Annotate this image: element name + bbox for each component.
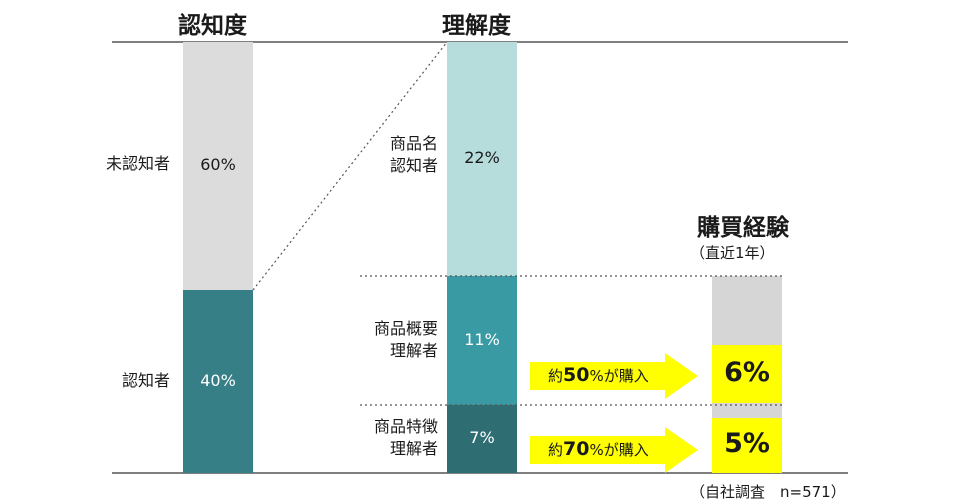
pct-unaware: 60% (200, 155, 236, 174)
bar-name-aware (447, 42, 517, 276)
header-understanding: 理解度 (442, 13, 511, 39)
bar-unaware (183, 42, 253, 290)
arrow-70 (530, 427, 698, 473)
purchase-box-feature (712, 418, 782, 473)
pct-overview: 11% (464, 330, 500, 349)
header-purchase: 購買経験 (697, 215, 789, 241)
purchase-box-overview (712, 345, 782, 403)
arrow-text-70: 約70%が購入 (548, 438, 649, 460)
label-unaware: 未認知者 (105, 154, 170, 173)
pct-feature: 7% (469, 428, 495, 447)
purchase-value-5: 5% (724, 428, 770, 459)
purchase-value-6: 6% (724, 357, 770, 388)
arrow-50 (530, 353, 698, 399)
bar-feature-understanding (447, 405, 517, 473)
label-aware: 認知者 (121, 371, 170, 390)
label-feature: 商品特徴 理解者 (373, 417, 438, 458)
header-awareness: 認知度 (178, 13, 247, 39)
label-overview: 商品概要 理解者 (373, 319, 438, 360)
arrow-text-50: 約50%が購入 (548, 364, 649, 386)
bar-overview-understanding (447, 276, 517, 405)
bar-aware (183, 290, 253, 473)
pct-name-aware: 22% (464, 148, 500, 167)
header-purchase-subtitle: （直近1年） (690, 244, 775, 262)
source-note: （自社調査 n=571） (690, 483, 846, 501)
label-name-aware: 商品名 認知者 (389, 134, 438, 175)
pct-aware: 40% (200, 371, 236, 390)
